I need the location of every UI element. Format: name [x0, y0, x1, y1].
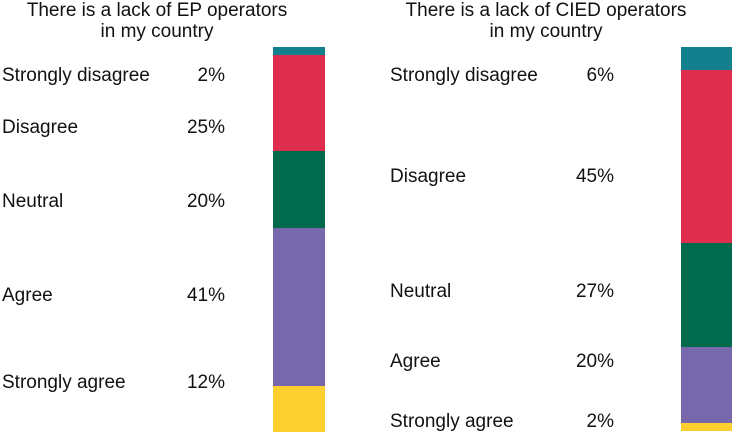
stacked-bar — [681, 47, 732, 431]
category-label: Strongly disagree — [390, 65, 538, 86]
chart-title: There is a lack of CIED operators in my … — [386, 0, 706, 42]
chart-title-line1: There is a lack of CIED operators — [405, 0, 687, 21]
category-label: Disagree — [390, 166, 467, 187]
percent-value: 20% — [575, 351, 614, 372]
bar-segment-strongly-disagree — [681, 47, 732, 71]
category-label: Neutral — [2, 191, 64, 212]
percent-value: 20% — [186, 191, 225, 212]
chart-title-line2: in my country — [100, 21, 214, 42]
bar-segment-strongly-disagree — [273, 47, 325, 55]
bar-segment-neutral — [681, 242, 732, 347]
chart-title: There is a lack of EP operators in my co… — [7, 0, 307, 42]
category-row-strongly-disagree: Strongly disagree 6% — [390, 65, 614, 86]
category-row-strongly-disagree: Strongly disagree 2% — [2, 65, 225, 86]
percent-value: 2% — [197, 65, 225, 86]
percent-value: 25% — [186, 117, 225, 138]
category-label: Strongly agree — [390, 411, 514, 432]
category-row-agree: Agree 20% — [390, 351, 614, 372]
percent-value: 27% — [575, 281, 614, 302]
category-row-neutral: Neutral 27% — [390, 281, 614, 302]
stacked-bar — [273, 47, 325, 432]
category-row-disagree: Disagree 25% — [2, 117, 225, 138]
category-label: Strongly disagree — [2, 65, 150, 86]
bar-segment-agree — [273, 227, 325, 386]
category-row-agree: Agree 41% — [2, 285, 225, 306]
category-label: Agree — [2, 285, 53, 306]
chart-title-line1: There is a lack of EP operators — [26, 0, 288, 21]
category-row-strongly-agree: Strongly agree 12% — [2, 372, 225, 393]
percent-value: 6% — [586, 65, 614, 86]
category-label: Strongly agree — [2, 372, 126, 393]
category-label: Disagree — [2, 117, 79, 138]
chart-title-line2: in my country — [489, 21, 603, 42]
bar-segment-strongly-agree — [681, 423, 732, 431]
bar-segment-neutral — [273, 150, 325, 228]
category-row-neutral: Neutral 20% — [2, 191, 225, 212]
percent-value: 45% — [575, 166, 614, 187]
category-label: Agree — [390, 351, 441, 372]
bar-segment-disagree — [273, 54, 325, 151]
bar-segment-disagree — [681, 70, 732, 243]
percent-value: 2% — [586, 411, 614, 432]
category-row-strongly-agree: Strongly agree 2% — [390, 411, 614, 432]
percent-value: 41% — [186, 285, 225, 306]
percent-value: 12% — [186, 372, 225, 393]
bar-segment-strongly-agree — [273, 385, 325, 432]
bar-segment-agree — [681, 346, 732, 424]
category-row-disagree: Disagree 45% — [390, 166, 614, 187]
category-label: Neutral — [390, 281, 452, 302]
